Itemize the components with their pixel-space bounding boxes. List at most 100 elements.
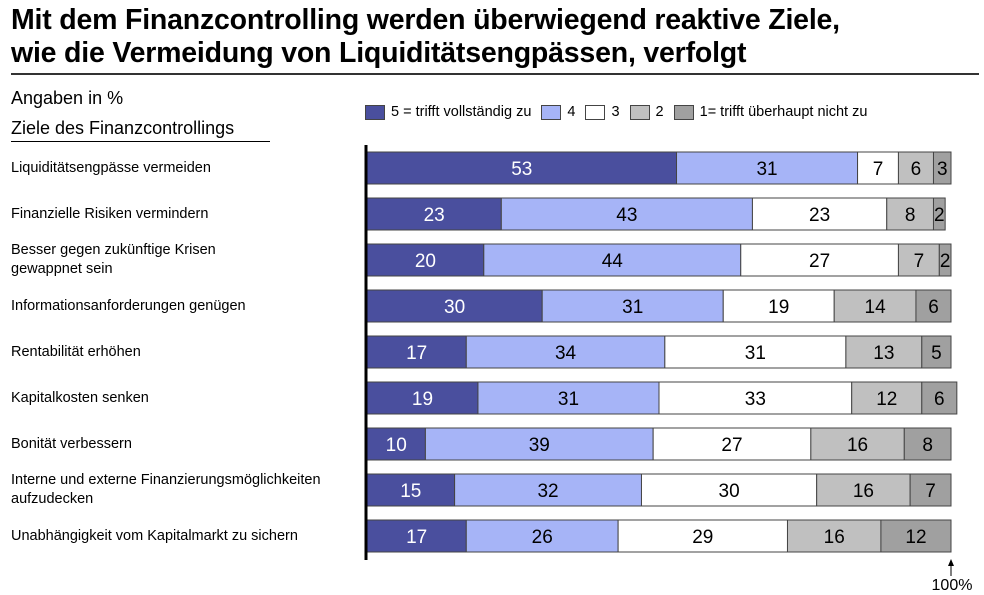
bar-segment bbox=[617, 519, 788, 553]
category-label-line: aufzudecken bbox=[11, 491, 94, 507]
data-label: 27 bbox=[721, 435, 742, 456]
legend-swatch bbox=[673, 104, 694, 120]
data-label: 33 bbox=[745, 389, 766, 410]
data-label: 20 bbox=[415, 251, 436, 272]
end-marker-arrow-icon bbox=[948, 559, 954, 566]
bar-segment bbox=[366, 243, 485, 277]
bar-segment bbox=[366, 519, 467, 553]
legend-swatch bbox=[541, 104, 562, 120]
category-label-line: Interne und externe Finanzierungsmöglich… bbox=[11, 472, 321, 488]
data-label: 6 bbox=[934, 389, 945, 410]
data-label: 44 bbox=[602, 251, 624, 272]
category-label: Kapitalkosten senken bbox=[11, 389, 149, 408]
category-label: Interne und externe Finanzierungsmöglich… bbox=[11, 471, 321, 509]
end-marker-label: 100% bbox=[932, 577, 973, 594]
data-label: 3 bbox=[937, 159, 948, 180]
data-label: 15 bbox=[400, 481, 421, 502]
category-label-line: Informationsanforderungen genügen bbox=[11, 297, 246, 314]
bar-segment bbox=[921, 335, 952, 369]
data-label: 19 bbox=[412, 389, 433, 410]
chart-title: Mit dem Finanzcontrolling werden überwie… bbox=[11, 4, 840, 70]
data-label: 6 bbox=[911, 159, 922, 180]
category-header: Ziele des Finanzcontrollings bbox=[11, 118, 270, 142]
bar-segment bbox=[454, 473, 642, 507]
data-label: 17 bbox=[406, 527, 427, 548]
bar-segment bbox=[366, 197, 502, 231]
category-label-line: gewappnet sein bbox=[11, 261, 113, 277]
category-label-line: Rentabilität erhöhen bbox=[11, 343, 141, 360]
data-label: 16 bbox=[847, 435, 868, 456]
data-label: 12 bbox=[876, 389, 897, 410]
data-label: 12 bbox=[905, 527, 926, 548]
category-label: Besser gegen zukünftige Krisen gewappnet … bbox=[11, 241, 216, 279]
bar-segment bbox=[740, 243, 899, 277]
unit-label: Angaben in % bbox=[11, 88, 124, 108]
data-label: 7 bbox=[914, 251, 925, 272]
data-label: 27 bbox=[809, 251, 830, 272]
bar-segment bbox=[465, 335, 666, 369]
data-label: 29 bbox=[692, 527, 713, 548]
category-label: Informationsanforderungen genügen bbox=[11, 297, 246, 316]
bar-segment bbox=[915, 289, 952, 323]
bar-row: 15 32 30 16 7 bbox=[366, 473, 952, 507]
data-label: 31 bbox=[745, 343, 766, 364]
bar-segment bbox=[751, 197, 888, 231]
bar-segment bbox=[938, 243, 952, 277]
data-label: 8 bbox=[922, 435, 933, 456]
bar-segment bbox=[857, 151, 899, 185]
category-label-line: Unabhängigkeit vom Kapitalmarkt zu siche… bbox=[11, 527, 298, 544]
legend-label: 5 = trifft vollständig zu bbox=[391, 104, 532, 120]
data-label: 14 bbox=[865, 297, 887, 318]
bar-segment bbox=[366, 335, 467, 369]
data-label: 31 bbox=[622, 297, 643, 318]
bar-segment bbox=[541, 289, 724, 323]
category-label-line: Finanzielle Risiken vermindern bbox=[11, 205, 209, 222]
category-label: Liquiditätsengpässe vermeiden bbox=[11, 159, 211, 178]
title-divider bbox=[11, 73, 979, 75]
bar-segment bbox=[851, 381, 923, 415]
data-label: 7 bbox=[873, 159, 884, 180]
bar-segment bbox=[903, 427, 952, 461]
legend-swatch bbox=[365, 104, 385, 120]
bar-segment bbox=[664, 335, 847, 369]
legend-label: 3 bbox=[611, 104, 620, 120]
bar-row: 19 31 33 12 6 bbox=[366, 381, 958, 415]
data-label: 31 bbox=[756, 159, 777, 180]
bar-segment bbox=[424, 427, 654, 461]
data-label: 43 bbox=[616, 205, 637, 226]
category-label: Rentabilität erhöhen bbox=[11, 343, 141, 362]
bar-row: 53 31 7 6 3 bbox=[366, 151, 952, 185]
bar-segment bbox=[932, 197, 946, 231]
data-label: 23 bbox=[809, 205, 830, 226]
bar-segment bbox=[676, 151, 859, 185]
title-line-2: wie die Vermeidung von Liquiditätsengpäs… bbox=[11, 37, 747, 69]
category-label: Unabhängigkeit vom Kapitalmarkt zu siche… bbox=[11, 527, 298, 546]
data-label: 7 bbox=[925, 481, 936, 502]
data-label: 32 bbox=[537, 481, 558, 502]
bar-row: 30 31 19 14 6 bbox=[366, 289, 952, 323]
category-label-line: Liquiditätsengpässe vermeiden bbox=[11, 159, 211, 176]
bar-segment bbox=[500, 197, 753, 231]
bar-segment bbox=[880, 519, 952, 553]
data-label: 19 bbox=[768, 297, 789, 318]
data-label: 2 bbox=[934, 205, 945, 226]
data-label: 10 bbox=[386, 435, 407, 456]
bar-row: 17 26 29 16 12 bbox=[366, 519, 952, 553]
category-label: Finanzielle Risiken vermindern bbox=[11, 205, 208, 224]
legend-swatch bbox=[629, 104, 650, 120]
legend: 5 = trifft vollständig zu 4 3 2 1= trifft üb… bbox=[365, 104, 877, 120]
data-label: 6 bbox=[928, 297, 939, 318]
data-label: 31 bbox=[558, 389, 579, 410]
bar-segment bbox=[652, 427, 812, 461]
data-label: 16 bbox=[824, 527, 845, 548]
title-line-1: Mit dem Finanzcontrolling werden überwie… bbox=[11, 4, 840, 36]
bar-segment bbox=[909, 473, 952, 507]
data-label: 13 bbox=[873, 343, 894, 364]
data-label: 23 bbox=[424, 205, 445, 226]
data-label: 17 bbox=[406, 343, 427, 364]
data-label: 2 bbox=[940, 251, 951, 272]
data-label: 53 bbox=[511, 159, 532, 180]
bar-row: 17 34 31 13 5 bbox=[366, 335, 952, 369]
bar-segment bbox=[465, 519, 619, 553]
